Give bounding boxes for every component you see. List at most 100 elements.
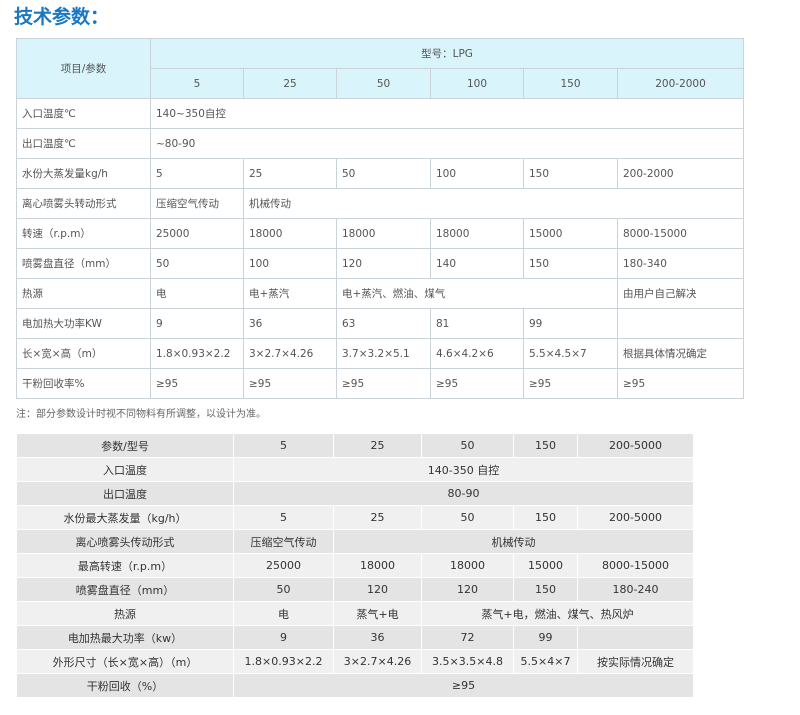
header-row: 5 25 50 100 150 200-2000 (17, 68, 745, 99)
table-row: 喷雾盘直径（mm） 50 100 120 140 150 180-340 (16, 248, 745, 279)
cell: ≥95 (430, 368, 524, 399)
spec-table: 参数/型号 5 25 50 150 200-5000 入口温度 140-350 自控 出口温度 8… (16, 433, 694, 698)
cell: 由用户自己解决 (616, 278, 745, 309)
cell: ≥95 (150, 368, 244, 399)
cell: 140~350自控 (149, 98, 745, 129)
header-cell: 5 (233, 433, 334, 458)
cell: 120 (421, 577, 514, 602)
cell: 150 (513, 505, 578, 530)
cell: 81 (430, 308, 524, 339)
row-label: 喷雾盘直径（mm） (16, 248, 151, 279)
cell: 36 (243, 308, 337, 339)
cell: 120 (336, 248, 431, 279)
table-row: 离心喷雾头转动形式 压缩空气传动 机械传动 (16, 188, 745, 219)
header-cell: 5 (150, 68, 244, 99)
header-cell: 参数/型号 (16, 433, 234, 458)
cell: ≥95 (243, 368, 337, 399)
header-cell: 型号：LPG (149, 38, 745, 69)
header-cell: 项目/参数 (16, 38, 151, 99)
cell: 18000 (421, 553, 514, 578)
cell: 5.5×4×7 (513, 649, 578, 674)
cell: 电+蒸汽 (243, 278, 337, 309)
cell: 25 (333, 505, 422, 530)
table-body: 入口温度℃ 140~350自控 出口温度℃ ~80-90 水份大蒸发量kg/h 5 25 50… (16, 98, 745, 399)
table-row: 热源电电+蒸汽 电+蒸汽、燃油、煤气 由用户自己解决 (16, 278, 745, 309)
cell: 根据具体情况确定 (616, 338, 745, 369)
cell: 150 (523, 248, 618, 279)
row-label: 喷雾盘直径（mm） (16, 577, 234, 602)
row-label: 外形尺寸（长×宽×高）（m） (16, 649, 234, 674)
table-row: 热源电蒸气+电 蒸气+电，燃油、煤气、热风炉 (16, 601, 694, 626)
header-row: 项目/参数 型号：LPG (16, 38, 745, 99)
row-label: 转速（r.p.m） (16, 218, 151, 249)
cell: 80-90 (233, 481, 694, 506)
row-label: 最高转速（r.p.m） (16, 553, 234, 578)
row-label: 出口温度℃ (16, 128, 151, 159)
table-row: 喷雾盘直径（mm） 50 120 120 150 180-240 (16, 577, 694, 602)
cell: 18000 (243, 218, 337, 249)
cell: 150 (513, 577, 578, 602)
header-cell: 200-2000 (616, 68, 745, 99)
cell: 99 (523, 308, 618, 339)
table-row: 水份大蒸发量kg/h 5 25 50 100 150 200-2000 (16, 158, 745, 189)
cell: ~80-90 (149, 128, 745, 159)
header-cell: 50 (336, 68, 431, 99)
cell: 25000 (233, 553, 334, 578)
cell: 99 (513, 625, 578, 650)
header-cell: 25 (243, 68, 337, 99)
header-cell: 50 (421, 433, 514, 458)
cell: 9 (150, 308, 244, 339)
header-cell: 150 (513, 433, 578, 458)
cell: 3×2.7×4.26 (333, 649, 422, 674)
row-label: 长×宽×高（m） (16, 338, 151, 369)
header-cell: 150 (523, 68, 618, 99)
table-row: 入口温度℃ 140~350自控 (16, 98, 745, 129)
table-header: 项目/参数 型号：LPG 5 25 50 100 150 200-2000 (16, 38, 745, 99)
cell: 4.6×4.2×6 (430, 338, 524, 369)
cell: 25000 (150, 218, 244, 249)
row-label: 离心喷雾头传动形式 (16, 529, 234, 554)
cell: 压缩空气传动 (150, 188, 244, 219)
cell (577, 625, 694, 650)
row-label: 离心喷雾头转动形式 (16, 188, 151, 219)
table-row: 离心喷雾头传动形式 压缩空气传动 机械传动 (16, 529, 694, 554)
note: 注：部分参数设计时视不同物料有所调整，以设计为准。 (16, 409, 266, 420)
row-label: 干粉回收（%） (16, 673, 234, 698)
cell: 36 (333, 625, 422, 650)
cell: 140-350 自控 (233, 457, 694, 482)
row-label: 热源 (16, 601, 234, 626)
cell: 1.8×0.93×2.2 (150, 338, 244, 369)
cell: 200-5000 (577, 505, 694, 530)
cell: 蒸气+电 (333, 601, 422, 626)
table-row: 长×宽×高（m） 1.8×0.93×2.2 3×2.7×4.26 3.7×3.2×5.… (16, 338, 745, 369)
cell: 电 (150, 278, 244, 309)
cell: 180-340 (616, 248, 745, 279)
row-label: 入口温度 (16, 457, 234, 482)
title: 技术参数： (14, 6, 110, 28)
cell: 3×2.7×4.26 (243, 338, 337, 369)
cell (616, 308, 745, 339)
cell: 5 (233, 505, 334, 530)
table-row: 外形尺寸（长×宽×高）（m） 1.8×0.93×2.2 3×2.7×4.26 3.5×… (16, 649, 694, 674)
cell: 18000 (430, 218, 524, 249)
cell: 9 (233, 625, 334, 650)
table-row: 干粉回收（%） ≥95 (16, 673, 694, 698)
row-label: 热源 (16, 278, 151, 309)
cell: 5.5×4.5×7 (523, 338, 618, 369)
cell: 25 (243, 158, 337, 189)
cell: 100 (243, 248, 337, 279)
cell: 15000 (513, 553, 578, 578)
row-label: 水份最大蒸发量（kg/h） (16, 505, 234, 530)
cell: 电 (233, 601, 334, 626)
row-label: 干粉回收率% (16, 368, 151, 399)
cell: 120 (333, 577, 422, 602)
cell: 50 (336, 158, 431, 189)
cell: 按实际情况确定 (577, 649, 694, 674)
cell: 15000 (523, 218, 618, 249)
cell: 50 (421, 505, 514, 530)
header-cell: 200-5000 (577, 433, 694, 458)
cell: 3.5×3.5×4.8 (421, 649, 514, 674)
table-row: 电加热最大功率（kw） 9 36 72 99 (16, 625, 694, 650)
cell: 8000-15000 (616, 218, 745, 249)
